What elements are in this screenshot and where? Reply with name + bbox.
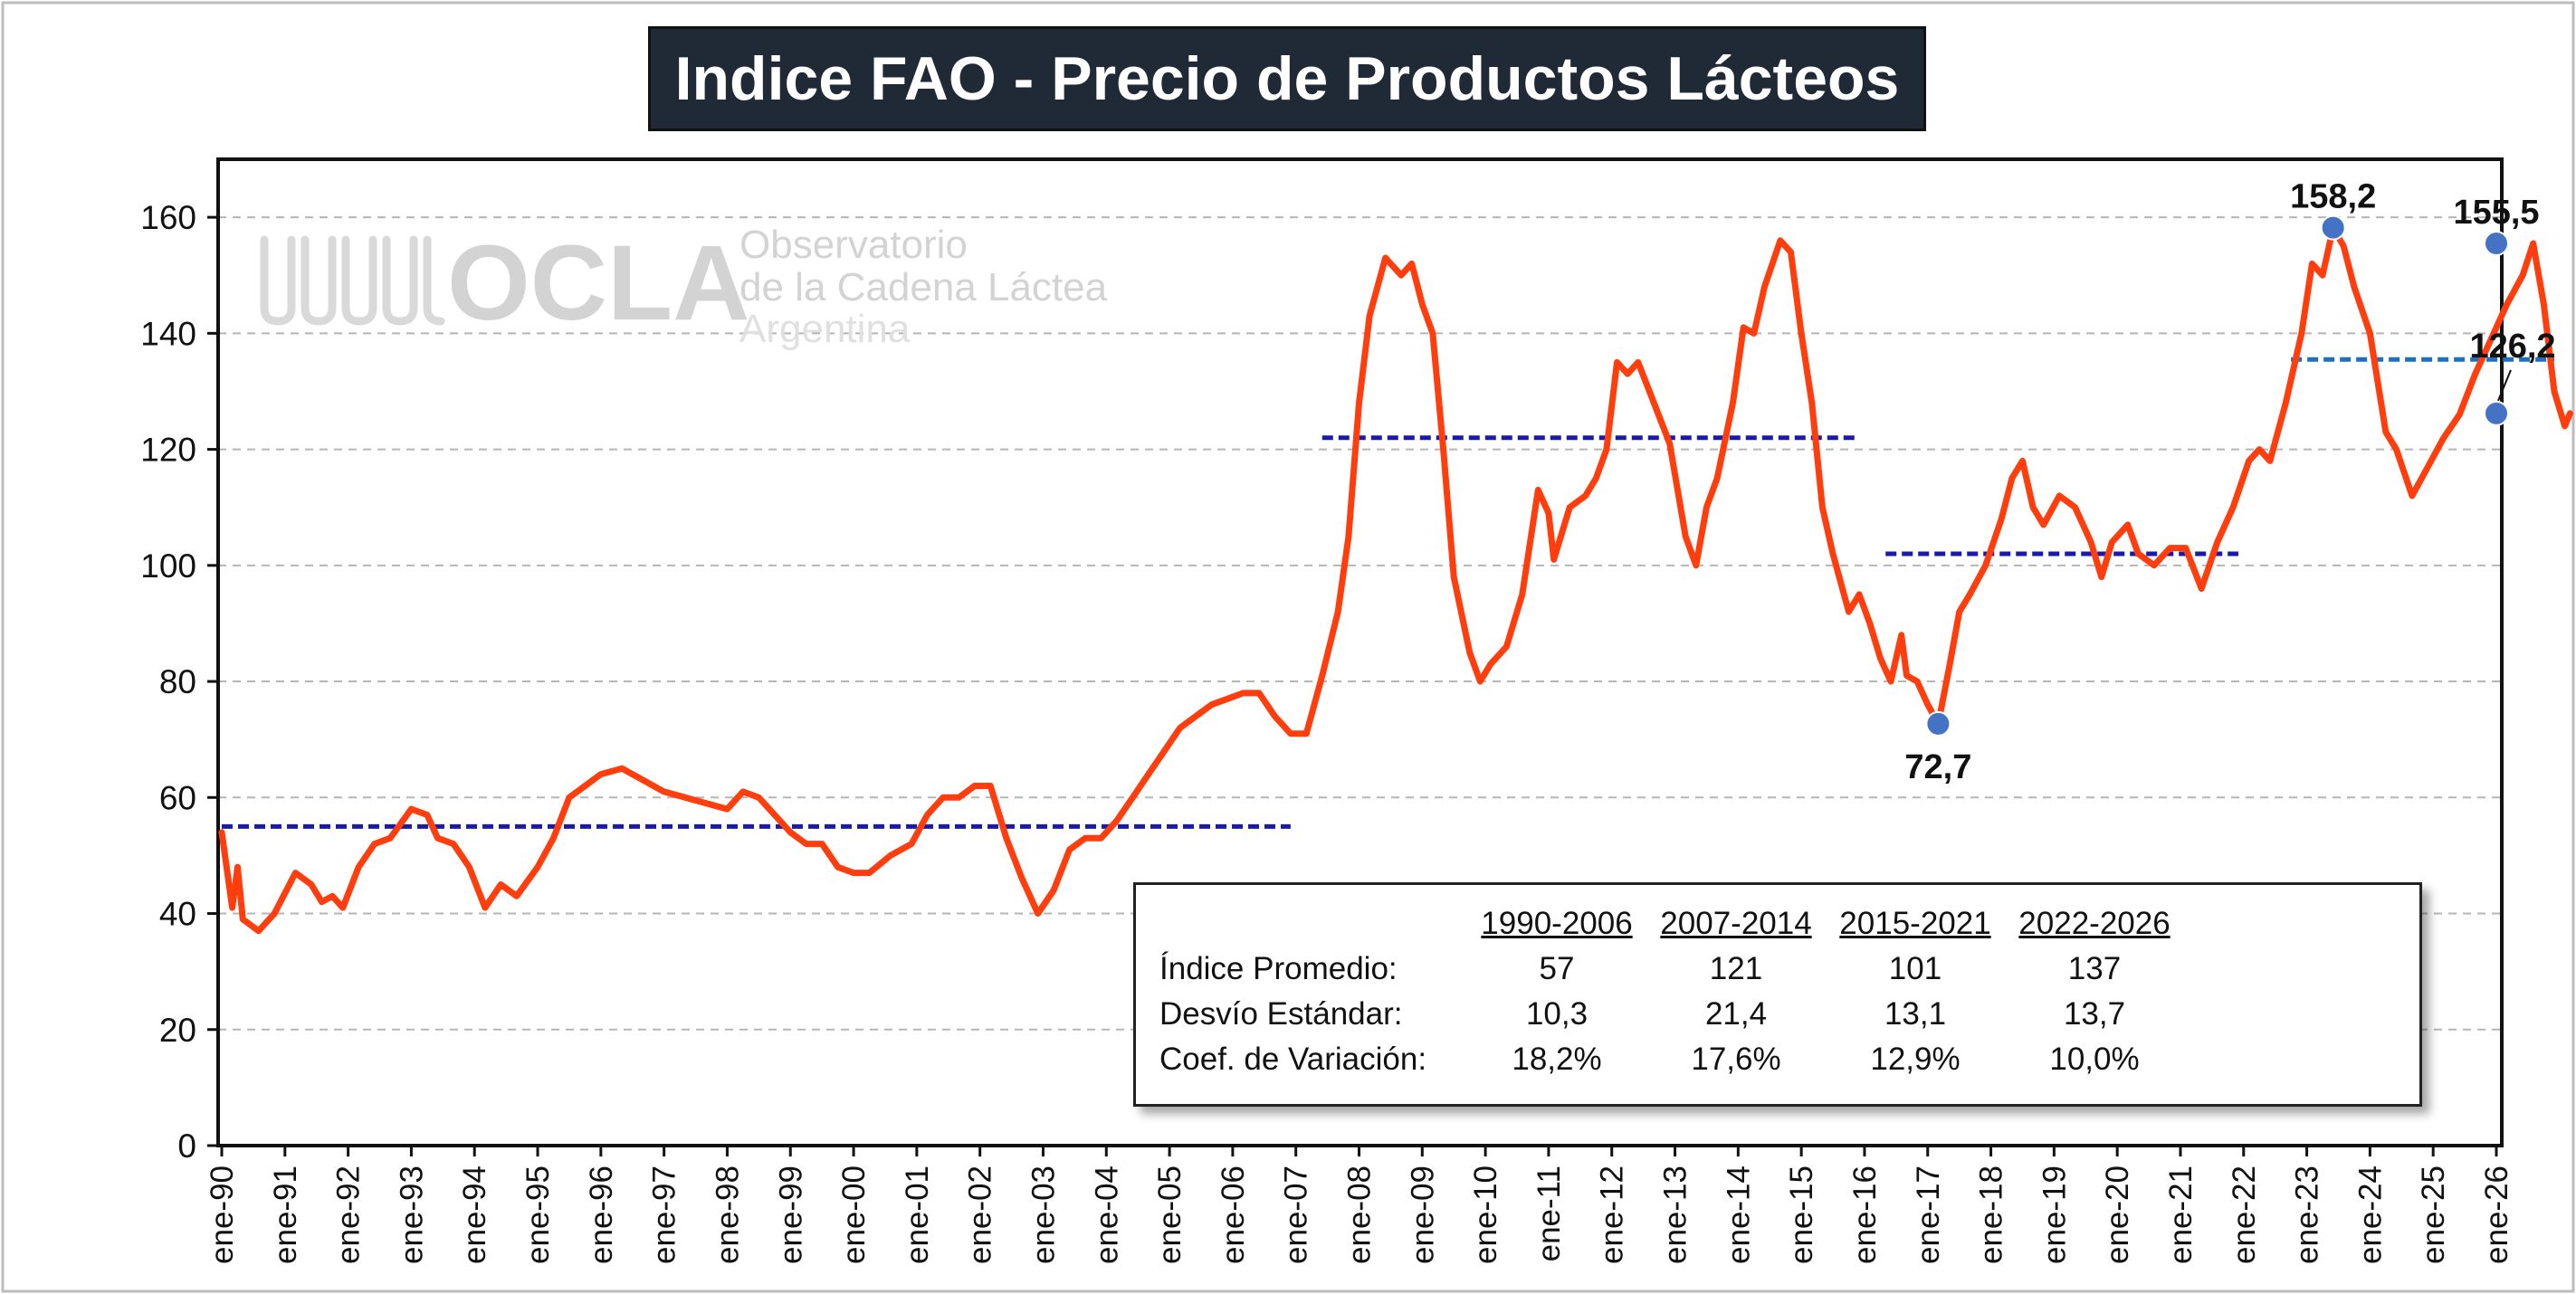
x-tick-label: ene-06 bbox=[1216, 1166, 1251, 1264]
x-tick-label: ene-15 bbox=[1784, 1166, 1819, 1264]
x-tick-label: ene-93 bbox=[394, 1166, 429, 1264]
x-tick-label: ene-16 bbox=[1847, 1166, 1883, 1264]
y-tick-label: 140 bbox=[140, 315, 196, 352]
x-tick-label: ene-21 bbox=[2163, 1166, 2199, 1264]
stats-row-label: Desvío Estándar: bbox=[1159, 996, 1403, 1032]
annotations: 72,7 158,2 155,5 126,2 bbox=[1904, 178, 2555, 786]
x-tick-label: ene-98 bbox=[710, 1166, 745, 1264]
x-tick-label: ene-00 bbox=[836, 1166, 872, 1264]
stats-cell: 57 bbox=[1539, 951, 1575, 986]
x-tick-label: ene-92 bbox=[331, 1166, 367, 1264]
annotation-marker bbox=[2320, 214, 2346, 241]
stats-period-header: 1990-2006 bbox=[1481, 906, 1633, 941]
annotation-label: 155,5 bbox=[2453, 194, 2539, 232]
stats-cell: 13,1 bbox=[1884, 996, 1947, 1032]
stats-table: 1990-2006 2007-2014 2015-2021 2022-2026 … bbox=[1159, 901, 2184, 1082]
stats-cell: 18,2% bbox=[1512, 1042, 1602, 1077]
x-tick-label: ene-19 bbox=[2037, 1166, 2072, 1264]
y-tick-label: 60 bbox=[159, 779, 196, 816]
stats-cell: 12,9% bbox=[1870, 1042, 1961, 1077]
x-tick-label: ene-22 bbox=[2227, 1166, 2262, 1264]
x-tick-label: ene-02 bbox=[963, 1166, 998, 1264]
stats-cell: 13,7 bbox=[2063, 996, 2126, 1032]
annotation-label: 158,2 bbox=[2290, 178, 2376, 216]
stats-header-row: 1990-2006 2007-2014 2015-2021 2022-2026 bbox=[1159, 901, 2184, 947]
y-tick-label: 160 bbox=[140, 199, 196, 236]
annotation-marker bbox=[2484, 230, 2509, 256]
x-tick-label: ene-90 bbox=[205, 1166, 240, 1264]
annotation-label: 72,7 bbox=[1904, 748, 1971, 786]
x-tick-label: ene-08 bbox=[1342, 1166, 1378, 1264]
ocla-logo-mark bbox=[260, 235, 445, 326]
stats-header-blank bbox=[1159, 901, 1467, 947]
stats-cell: 10,3 bbox=[1525, 996, 1589, 1032]
stats-period-header: 2022-2026 bbox=[2018, 906, 2171, 941]
x-tick-label: ene-13 bbox=[1658, 1166, 1693, 1264]
ocla-logo: OCLA Observatorio de la Cadena Láctea Ar… bbox=[260, 223, 1108, 351]
stats-row: Índice Promedio: 57 121 101 137 bbox=[1159, 947, 2184, 992]
x-tick-label: ene-12 bbox=[1595, 1166, 1630, 1264]
x-tick-label: ene-96 bbox=[584, 1166, 619, 1264]
x-tick-label: ene-14 bbox=[1721, 1166, 1756, 1264]
stats-cell: 101 bbox=[1888, 951, 1942, 986]
ocla-logo-name: OCLA bbox=[447, 224, 749, 343]
annotation-leader bbox=[2497, 369, 2512, 402]
y-tick-label: 120 bbox=[140, 432, 196, 469]
annotation-label: 126,2 bbox=[2469, 328, 2555, 366]
x-tick-label: ene-26 bbox=[2479, 1166, 2514, 1264]
x-tick-label: ene-11 bbox=[1531, 1166, 1567, 1261]
x-tick-label: ene-94 bbox=[457, 1166, 492, 1264]
x-tick-label: ene-17 bbox=[1911, 1166, 1946, 1264]
series-line bbox=[218, 224, 2573, 935]
y-tick-label: 100 bbox=[140, 547, 196, 585]
chart-title-box: Indice FAO - Precio de Productos Lácteos bbox=[648, 26, 1926, 131]
x-tick-label: ene-01 bbox=[900, 1166, 935, 1264]
x-tick-label: ene-18 bbox=[1974, 1166, 2009, 1264]
y-tick-label: 20 bbox=[159, 1012, 196, 1049]
stats-row-label: Coef. de Variación: bbox=[1159, 1042, 1427, 1077]
y-tick-label: 40 bbox=[159, 896, 196, 933]
x-tick-label: ene-99 bbox=[773, 1166, 808, 1264]
stats-cell: 10,0% bbox=[2049, 1042, 2140, 1077]
ocla-logo-line2: de la Cadena Láctea bbox=[739, 265, 1108, 309]
stats-cell: 137 bbox=[2067, 951, 2122, 986]
x-tick-label: ene-20 bbox=[2100, 1166, 2135, 1264]
x-tick-label: ene-97 bbox=[647, 1166, 682, 1264]
series-layer bbox=[218, 224, 2573, 935]
x-tick-label: ene-91 bbox=[268, 1166, 303, 1264]
y-tick-label: 80 bbox=[159, 663, 196, 700]
stats-cell: 121 bbox=[1709, 951, 1763, 986]
stats-row: Desvío Estándar: 10,3 21,4 13,1 13,7 bbox=[1159, 992, 2184, 1037]
annotation-marker bbox=[1925, 710, 1951, 737]
x-tick-label: ene-07 bbox=[1279, 1166, 1314, 1264]
x-tick-label: ene-04 bbox=[1089, 1166, 1124, 1264]
x-tick-label: ene-25 bbox=[2416, 1166, 2451, 1264]
stats-row: Coef. de Variación: 18,2% 17,6% 12,9% 10… bbox=[1159, 1037, 2184, 1082]
stats-row-label: Índice Promedio: bbox=[1159, 951, 1398, 986]
x-tick-label: ene-23 bbox=[2290, 1166, 2325, 1264]
stats-table-box: 1990-2006 2007-2014 2015-2021 2022-2026 … bbox=[1133, 882, 2422, 1107]
x-tick-label: ene-03 bbox=[1026, 1166, 1061, 1264]
stats-period-header: 2015-2021 bbox=[1839, 906, 1991, 941]
x-axis: ene-90 ene-91 ene-92 ene-93 ene-94 ene-95 ene-… bbox=[205, 1146, 2514, 1264]
stats-cell: 17,6% bbox=[1691, 1042, 1781, 1077]
x-tick-label: ene-95 bbox=[520, 1166, 556, 1264]
x-tick-label: ene-05 bbox=[1152, 1166, 1188, 1264]
chart-title: Indice FAO - Precio de Productos Lácteos bbox=[674, 44, 1900, 113]
y-axis: 0 20 40 60 80 100 120 140 160 bbox=[140, 199, 218, 1165]
period-average-lines bbox=[222, 357, 2554, 829]
ocla-logo-line1: Observatorio bbox=[739, 223, 968, 267]
ocla-logo-line3: Argentina bbox=[739, 307, 911, 351]
x-tick-label: ene-24 bbox=[2352, 1166, 2388, 1264]
x-tick-label: ene-10 bbox=[1468, 1166, 1503, 1264]
x-tick-label: ene-09 bbox=[1405, 1166, 1440, 1264]
stats-cell: 21,4 bbox=[1704, 996, 1768, 1032]
stats-period-header: 2007-2014 bbox=[1660, 906, 1812, 941]
y-tick-label: 0 bbox=[177, 1127, 196, 1165]
annotation-marker bbox=[2484, 400, 2509, 426]
